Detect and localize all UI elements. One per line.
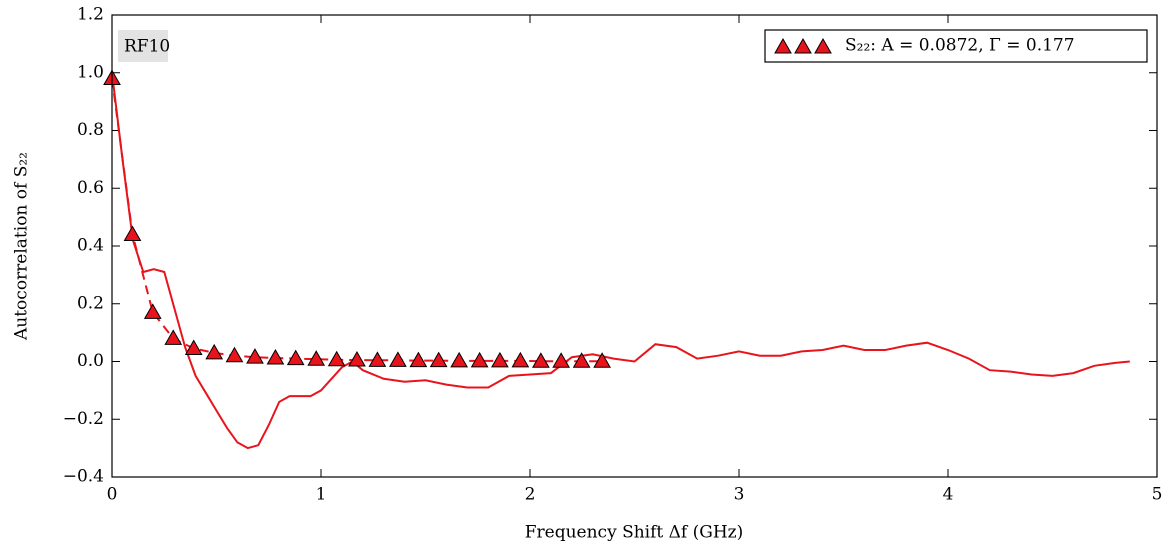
marker	[368, 351, 387, 367]
marker	[327, 350, 346, 367]
marker	[429, 351, 448, 368]
x-tick-label: 4	[943, 485, 954, 505]
marker	[266, 349, 285, 365]
annotation-box	[118, 30, 168, 62]
x-tick-label: 3	[734, 485, 745, 505]
annotation: RF10	[124, 37, 170, 57]
marker	[164, 329, 183, 345]
marker	[246, 348, 264, 364]
legend-marker	[774, 37, 792, 54]
marker	[184, 339, 203, 356]
marker	[593, 352, 611, 368]
x-tick-label: 2	[525, 485, 536, 505]
legend-marker	[814, 37, 832, 54]
marker	[205, 343, 224, 360]
marker	[286, 349, 305, 366]
marker	[348, 351, 366, 367]
data-line	[112, 72, 1130, 450]
y-tick-label: 0.4	[77, 236, 104, 256]
y-tick-label: 0.2	[77, 293, 104, 313]
y-tick-label: −0.4	[63, 467, 104, 487]
y-axis-label: Autocorrelation of S₂₂	[12, 152, 32, 341]
marker	[307, 350, 326, 366]
marker	[552, 352, 571, 368]
y-tick-label: −0.2	[63, 409, 104, 429]
marker	[491, 351, 509, 368]
y-tick-label: 0.8	[77, 120, 104, 140]
y-tick-label: 1.2	[77, 5, 104, 25]
marker	[450, 351, 469, 368]
marker	[225, 346, 244, 363]
y-tick-label: 0.0	[77, 351, 104, 371]
marker	[389, 351, 407, 367]
plot-frame	[111, 14, 1158, 478]
marker	[409, 351, 428, 368]
x-tick-label: 1	[316, 485, 327, 505]
x-tick-label: 0	[107, 485, 118, 505]
data-line	[112, 78, 603, 363]
legend-box	[764, 29, 1148, 63]
legend-label: S₂₂: A = 0.0872, Γ = 0.177	[845, 36, 1075, 56]
y-tick-label: 1.0	[77, 62, 104, 82]
x-axis-label: Frequency Shift Δf (GHz)	[525, 523, 744, 543]
marker	[143, 303, 162, 319]
marker	[572, 352, 591, 368]
marker	[532, 352, 550, 368]
y-tick-label: 0.6	[77, 178, 104, 198]
marker	[470, 351, 489, 368]
marker	[123, 225, 142, 241]
x-tick-label: 5	[1152, 485, 1163, 505]
marker	[511, 351, 530, 368]
legend-marker	[794, 37, 812, 54]
